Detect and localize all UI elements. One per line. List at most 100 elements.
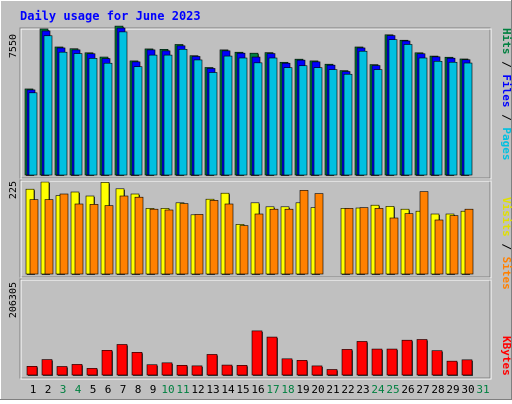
bar-kbytes-day-4 [71, 364, 83, 376]
bar-pages-day-5 [88, 58, 98, 176]
bar-pages-day-20 [313, 67, 323, 176]
bar-pages-day-1 [28, 92, 38, 176]
x-label-day-22: 22 [341, 383, 354, 396]
panel2-legend: Visits / Sites [500, 197, 512, 290]
bar-kbytes-day-30 [461, 359, 473, 376]
bar-pages-day-6 [103, 62, 113, 176]
bar-pages-day-25 [388, 39, 398, 176]
x-label-day-11: 11 [176, 383, 189, 396]
bar-sites-day-29 [449, 215, 459, 275]
bar-kbytes-day-10 [161, 362, 173, 376]
bar-sites-day-12 [194, 214, 204, 275]
bar-sites-day-6 [104, 205, 114, 275]
bar-kbytes-day-9 [146, 364, 158, 376]
bar-pages-day-12 [193, 59, 203, 176]
bar-pages-day-2 [43, 35, 53, 176]
x-label-day-10: 10 [161, 383, 174, 396]
x-label-day-7: 7 [120, 383, 127, 396]
panel2-max-label: 225 [8, 181, 19, 199]
bar-kbytes-day-22 [341, 349, 353, 376]
x-label-day-27: 27 [416, 383, 429, 396]
bar-kbytes-day-16 [251, 330, 263, 376]
legend-kbytes: KBytes [500, 336, 512, 376]
bar-sites-day-30 [464, 208, 474, 275]
bar-sites-day-7 [119, 195, 129, 275]
bar-sites-day-25 [389, 217, 399, 275]
x-label-day-26: 26 [401, 383, 414, 396]
x-label-day-24: 24 [371, 383, 385, 396]
bar-pages-day-4 [73, 53, 83, 176]
bar-sites-day-22 [344, 208, 354, 275]
bar-kbytes-day-23 [356, 341, 368, 376]
bar-pages-day-9 [148, 54, 158, 176]
bar-sites-day-27 [419, 191, 429, 275]
bar-sites-day-8 [134, 196, 144, 275]
bar-kbytes-day-1 [26, 366, 38, 376]
bar-pages-day-17 [268, 57, 278, 176]
x-label-day-23: 23 [356, 383, 369, 396]
bar-kbytes-day-20 [311, 365, 323, 376]
bar-sites-day-15 [239, 225, 249, 275]
panel1-legend: Hits / Files / Pages [500, 28, 512, 161]
bar-pages-day-14 [223, 55, 233, 176]
bar-kbytes-day-29 [446, 360, 458, 376]
bar-kbytes-day-6 [101, 349, 113, 376]
bar-kbytes-day-18 [281, 358, 293, 376]
bar-kbytes-day-5 [86, 368, 98, 376]
bar-pages-day-23 [358, 50, 368, 176]
bar-kbytes-day-8 [131, 352, 143, 376]
legend-sites: Sites [500, 257, 512, 290]
bar-sites-day-14 [224, 203, 234, 275]
bar-kbytes-day-19 [296, 360, 308, 376]
bar-pages-day-15 [238, 57, 248, 176]
bar-pages-day-3 [58, 51, 68, 176]
x-label-day-17: 17 [266, 383, 279, 396]
legend-files: Files [500, 74, 512, 107]
bar-pages-day-7 [118, 31, 128, 176]
x-label-day-31: 31 [476, 383, 489, 396]
x-label-day-28: 28 [431, 383, 444, 396]
panel1-max-label: 7550 [8, 34, 19, 58]
bar-sites-day-10 [164, 209, 174, 275]
x-label-day-16: 16 [251, 383, 264, 396]
x-label-day-18: 18 [281, 383, 294, 396]
bar-sites-day-9 [149, 208, 159, 275]
bar-pages-day-24 [373, 69, 383, 176]
x-label-day-5: 5 [90, 383, 97, 396]
bar-sites-day-28 [434, 219, 444, 275]
bar-sites-day-20 [314, 193, 324, 275]
bar-pages-day-16 [253, 62, 263, 176]
chart-title: Daily usage for June 2023 [20, 9, 201, 23]
x-label-day-4: 4 [75, 383, 82, 396]
bar-sites-day-19 [299, 190, 309, 275]
x-label-day-1: 1 [30, 383, 37, 396]
panel3-legend: KBytes [500, 336, 512, 376]
legend-visits: Visits [500, 197, 512, 237]
bar-pages-day-22 [343, 73, 353, 176]
bar-kbytes-day-14 [221, 364, 233, 376]
x-label-day-29: 29 [446, 383, 459, 396]
x-label-day-19: 19 [296, 383, 309, 396]
x-label-day-3: 3 [60, 383, 67, 396]
bar-pages-day-11 [178, 49, 188, 176]
bar-pages-day-21 [328, 69, 338, 176]
bar-sites-day-1 [29, 199, 39, 275]
x-label-day-13: 13 [206, 383, 219, 396]
x-label-day-8: 8 [135, 383, 142, 396]
x-label-day-6: 6 [105, 383, 112, 396]
x-label-day-30: 30 [461, 383, 474, 396]
bar-sites-day-16 [254, 213, 264, 275]
x-label-day-14: 14 [221, 383, 235, 396]
x-label-day-25: 25 [386, 383, 399, 396]
legend-hits: Hits [500, 28, 512, 55]
x-label-day-9: 9 [150, 383, 157, 396]
bar-sites-day-2 [44, 199, 54, 275]
legend-pages: Pages [500, 127, 512, 160]
panel3-max-label: 206305 [8, 282, 19, 318]
bar-kbytes-day-15 [236, 365, 248, 376]
bar-kbytes-day-27 [416, 339, 428, 376]
bar-pages-day-28 [433, 60, 443, 176]
bar-kbytes-day-28 [431, 350, 443, 376]
